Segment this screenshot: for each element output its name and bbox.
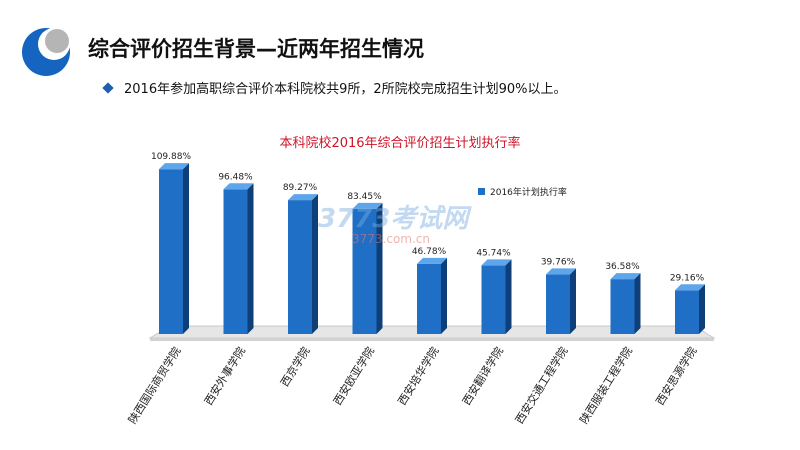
category-label: 陕西服装工程学院 bbox=[577, 344, 636, 426]
data-label: 46.78% bbox=[412, 247, 447, 257]
bar-side bbox=[699, 284, 705, 334]
bar-top bbox=[352, 202, 383, 209]
bar bbox=[352, 208, 377, 334]
bar bbox=[546, 274, 570, 334]
data-label: 29.16% bbox=[670, 273, 705, 283]
bullet-point: 2016年参加高职综合评价本科院校共9所，2所院校完成招生计划90%以上。 bbox=[102, 78, 567, 97]
category-label: 西安翻译学院 bbox=[459, 344, 506, 407]
legend-label: 2016年计划执行率 bbox=[490, 188, 567, 198]
category-label: 西京学院 bbox=[277, 344, 312, 389]
data-label: 89.27% bbox=[283, 183, 318, 193]
data-label: 109.88% bbox=[151, 152, 191, 162]
bar-top bbox=[288, 194, 318, 201]
data-label: 45.74% bbox=[476, 248, 511, 258]
data-label: 39.76% bbox=[541, 257, 576, 267]
legend-swatch bbox=[478, 188, 485, 195]
watermark-url: 3773.com.cn bbox=[352, 232, 430, 246]
page-title: 综合评价招生背景—近两年招生情况 bbox=[88, 37, 424, 61]
category-label: 陕西国际商贸学院 bbox=[125, 344, 184, 426]
chart-floor-edge bbox=[150, 338, 714, 341]
category-label: 西安外事学院 bbox=[201, 344, 248, 407]
category-label: 西安交通工程学院 bbox=[512, 344, 571, 426]
bar bbox=[610, 279, 635, 334]
watermark: 3773考试网 bbox=[318, 204, 469, 234]
bar bbox=[288, 200, 312, 334]
data-label: 83.45% bbox=[347, 192, 382, 202]
category-label: 西安欧亚学院 bbox=[330, 344, 377, 407]
bar-side bbox=[376, 202, 383, 334]
chart-title: 本科院校2016年综合评价招生计划执行率 bbox=[279, 136, 521, 151]
bar-side bbox=[441, 257, 447, 334]
category-label: 西安培华学院 bbox=[395, 344, 442, 407]
bar-side bbox=[570, 268, 576, 334]
bar bbox=[223, 189, 248, 334]
bullet-text: 2016年参加高职综合评价本科院校共9所，2所院校完成招生计划90%以上。 bbox=[124, 82, 567, 97]
data-label: 96.48% bbox=[218, 172, 253, 182]
bar-side bbox=[247, 183, 254, 334]
chart-legend: 2016年计划执行率 bbox=[478, 185, 567, 198]
category-label: 西安思源学院 bbox=[653, 344, 700, 407]
bar-side bbox=[183, 163, 189, 334]
bar-top bbox=[159, 163, 189, 170]
bar-top bbox=[675, 284, 705, 291]
bar-side bbox=[634, 273, 641, 334]
bar bbox=[481, 265, 506, 334]
bar-top bbox=[223, 183, 254, 190]
bar-side bbox=[312, 194, 318, 334]
bar bbox=[675, 290, 699, 334]
data-label: 36.58% bbox=[605, 262, 640, 272]
bar-top bbox=[610, 273, 641, 280]
bar-top bbox=[481, 259, 512, 266]
bar bbox=[417, 263, 441, 334]
logo-icon bbox=[22, 28, 70, 76]
bar-side bbox=[505, 259, 512, 334]
bar bbox=[159, 169, 183, 334]
bar-top bbox=[417, 257, 447, 264]
bar-top bbox=[546, 268, 576, 275]
